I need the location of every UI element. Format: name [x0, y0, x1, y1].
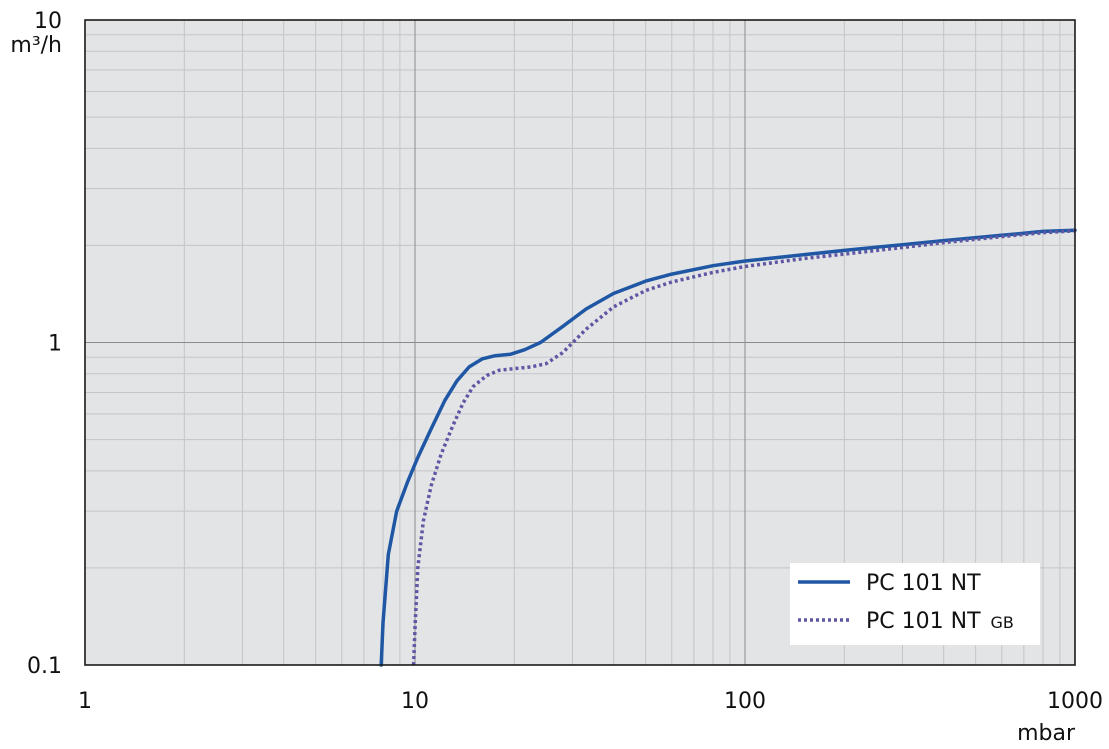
y-tick-label: 10: [34, 9, 62, 34]
x-tick-label: 10: [401, 689, 429, 714]
y-tick-label: 1: [48, 332, 62, 357]
legend: PC 101 NT PC 101 NT GB: [790, 563, 1040, 645]
legend-background: [790, 563, 1040, 645]
x-axis-unit: mbar: [1017, 721, 1076, 746]
y-tick-labels: 0.1 1 10: [27, 9, 62, 679]
y-tick-label: 0.1: [27, 654, 62, 679]
x-tick-label: 1000: [1047, 689, 1103, 714]
legend-label-gb-suffix: GB: [991, 613, 1014, 632]
legend-label-pc-101-nt-gb-name: PC 101 NT: [866, 609, 981, 634]
plot-frame: [84, 19, 1076, 666]
series-layer: [379, 228, 1077, 667]
major-gridlines: [85, 20, 1075, 665]
x-tick-label: 1: [78, 689, 92, 714]
legend-label-pc-101-nt: PC 101 NT: [866, 571, 981, 596]
x-tick-labels: 1 10 100 1000: [78, 689, 1103, 714]
series-line-0: [379, 228, 1077, 667]
x-tick-label: 100: [724, 689, 766, 714]
y-axis-unit: m³/h: [10, 33, 62, 58]
legend-label-pc-101-nt-gb: PC 101 NT GB: [866, 609, 1014, 634]
